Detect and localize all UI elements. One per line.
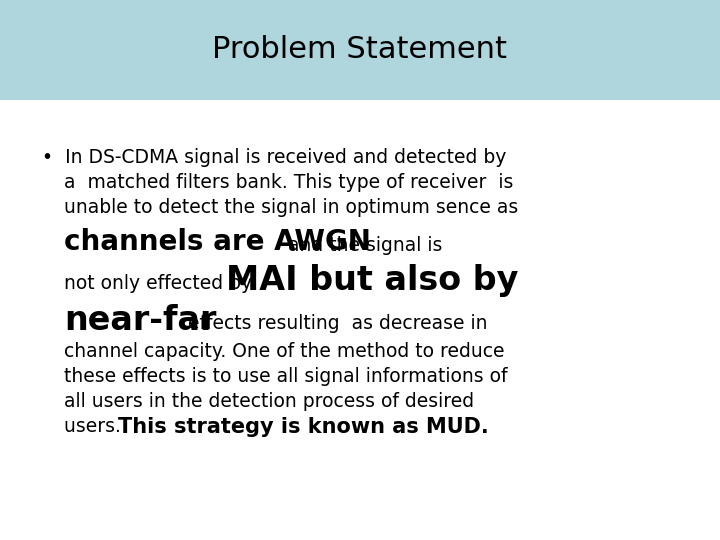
Text: not only effected by: not only effected by bbox=[64, 274, 258, 293]
Text: •  In DS-CDMA signal is received and detected by: • In DS-CDMA signal is received and dete… bbox=[42, 148, 506, 167]
Text: channels are AWGN: channels are AWGN bbox=[64, 228, 371, 256]
Bar bbox=[0, 0, 720, 100]
Text: effects resulting  as decrease in: effects resulting as decrease in bbox=[182, 314, 487, 333]
Text: This strategy is known as MUD.: This strategy is known as MUD. bbox=[118, 417, 489, 437]
Text: these effects is to use all signal informations of: these effects is to use all signal infor… bbox=[64, 367, 508, 386]
Text: users.: users. bbox=[64, 417, 127, 436]
Text: a  matched filters bank. This type of receiver  is: a matched filters bank. This type of rec… bbox=[64, 173, 513, 192]
Text: and the signal is: and the signal is bbox=[282, 236, 442, 255]
Text: near-far: near-far bbox=[64, 304, 217, 337]
Text: Problem Statement: Problem Statement bbox=[212, 36, 508, 64]
Text: all users in the detection process of desired: all users in the detection process of de… bbox=[64, 392, 474, 411]
Text: MAI but also by: MAI but also by bbox=[226, 264, 518, 297]
Text: unable to detect the signal in optimum sence as: unable to detect the signal in optimum s… bbox=[64, 198, 518, 217]
Text: channel capacity. One of the method to reduce: channel capacity. One of the method to r… bbox=[64, 342, 505, 361]
